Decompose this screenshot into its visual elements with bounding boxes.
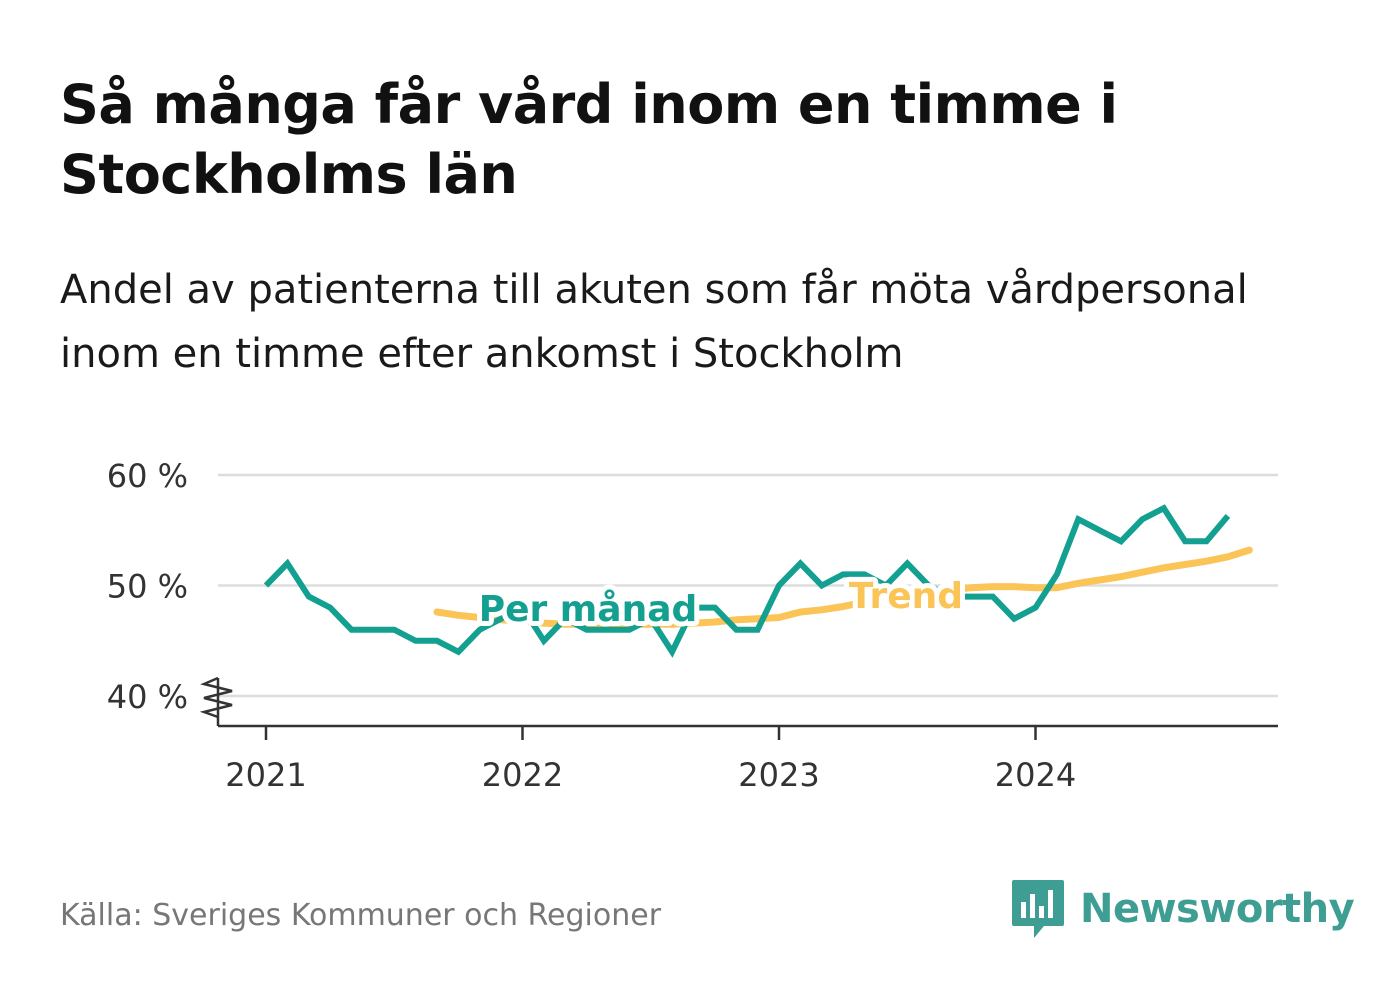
monthly-line	[263, 504, 1231, 658]
x-tick-label: 2024	[995, 756, 1076, 794]
x-tick-label: 2022	[482, 756, 563, 794]
series-labels: Per månad Trend	[474, 571, 968, 635]
x-tick-label: 2023	[738, 756, 819, 794]
monthly-series	[263, 504, 1231, 658]
y-tick-label: 60 %	[107, 457, 188, 495]
chart-title: Så många får vård inom en timme i Stockh…	[60, 73, 1118, 206]
bar-chart-speech-bubble-icon	[1012, 880, 1064, 938]
gridlines	[218, 473, 1278, 698]
chart-subtitle: Andel av patienterna till akuten som får…	[60, 267, 1248, 377]
line-chart: 40 % 50 % 60 % 2021 2022 2023 2024 Per månad T…	[107, 457, 1278, 794]
series-label-trend: Trend	[849, 576, 963, 617]
y-tick-label: 50 %	[107, 568, 188, 606]
zigzag-break-icon	[199, 676, 233, 719]
source-note: Källa: Sveriges Kommuner och Regioner	[60, 898, 662, 933]
series-label-monthly: Per månad	[479, 589, 698, 630]
brand-name: Newsworthy	[1080, 886, 1355, 932]
x-axis: 2021 2022 2023 2024	[199, 676, 1278, 794]
y-tick-label: 40 %	[107, 678, 188, 716]
brand-logo: Newsworthy	[1010, 878, 1355, 940]
y-axis-ticks: 40 % 50 % 60 %	[107, 457, 188, 716]
x-tick-label: 2021	[225, 756, 306, 794]
